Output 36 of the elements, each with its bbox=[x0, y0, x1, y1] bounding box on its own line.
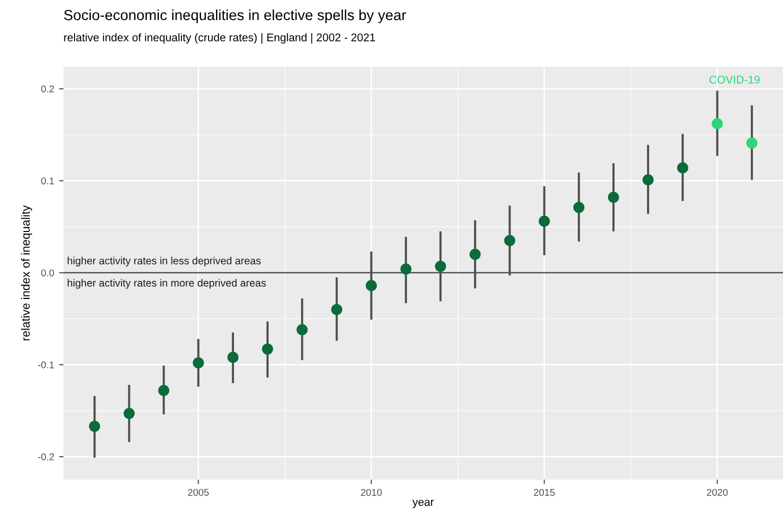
point bbox=[331, 304, 342, 316]
x-axis-title: year bbox=[412, 500, 434, 508]
annotation: higher activity rates in less deprived areas bbox=[68, 256, 261, 266]
point bbox=[677, 162, 688, 174]
point bbox=[573, 202, 584, 213]
point bbox=[296, 324, 308, 336]
point bbox=[124, 408, 135, 419]
point bbox=[158, 384, 170, 396]
x-tick-label: 2010 bbox=[360, 488, 382, 496]
point bbox=[608, 192, 620, 203]
x-tick-label: 2005 bbox=[188, 488, 209, 496]
chart-title: Socio-economic inequalities in elective spells by year bbox=[64, 9, 406, 24]
x-tick-label: 2020 bbox=[706, 488, 728, 496]
point bbox=[434, 260, 446, 272]
chart-subtitle: relative index of inequality (crude rates) | England | 2002 - 2021 bbox=[64, 33, 376, 44]
point bbox=[712, 118, 723, 130]
x-tick-label: 2015 bbox=[534, 488, 555, 496]
point bbox=[192, 357, 204, 368]
y-tick-label: 0.0 bbox=[41, 269, 54, 276]
point bbox=[504, 234, 516, 246]
point bbox=[746, 137, 758, 149]
point bbox=[400, 263, 412, 275]
point bbox=[642, 174, 654, 186]
annotation: higher activity rates in more deprived areas bbox=[68, 278, 266, 289]
point bbox=[538, 216, 550, 227]
y-tick-label: 0.1 bbox=[41, 177, 54, 184]
point bbox=[262, 343, 274, 355]
y-axis-title: relative index of inequality bbox=[21, 205, 32, 340]
point bbox=[227, 352, 238, 363]
y-tick-label: 0.2 bbox=[41, 86, 54, 92]
y-tick-label: -0.1 bbox=[38, 361, 54, 368]
point bbox=[470, 248, 481, 260]
annotation: COVID-19 bbox=[710, 76, 760, 84]
y-tick-label: -0.2 bbox=[38, 453, 54, 460]
point bbox=[366, 280, 377, 292]
point bbox=[89, 420, 100, 432]
